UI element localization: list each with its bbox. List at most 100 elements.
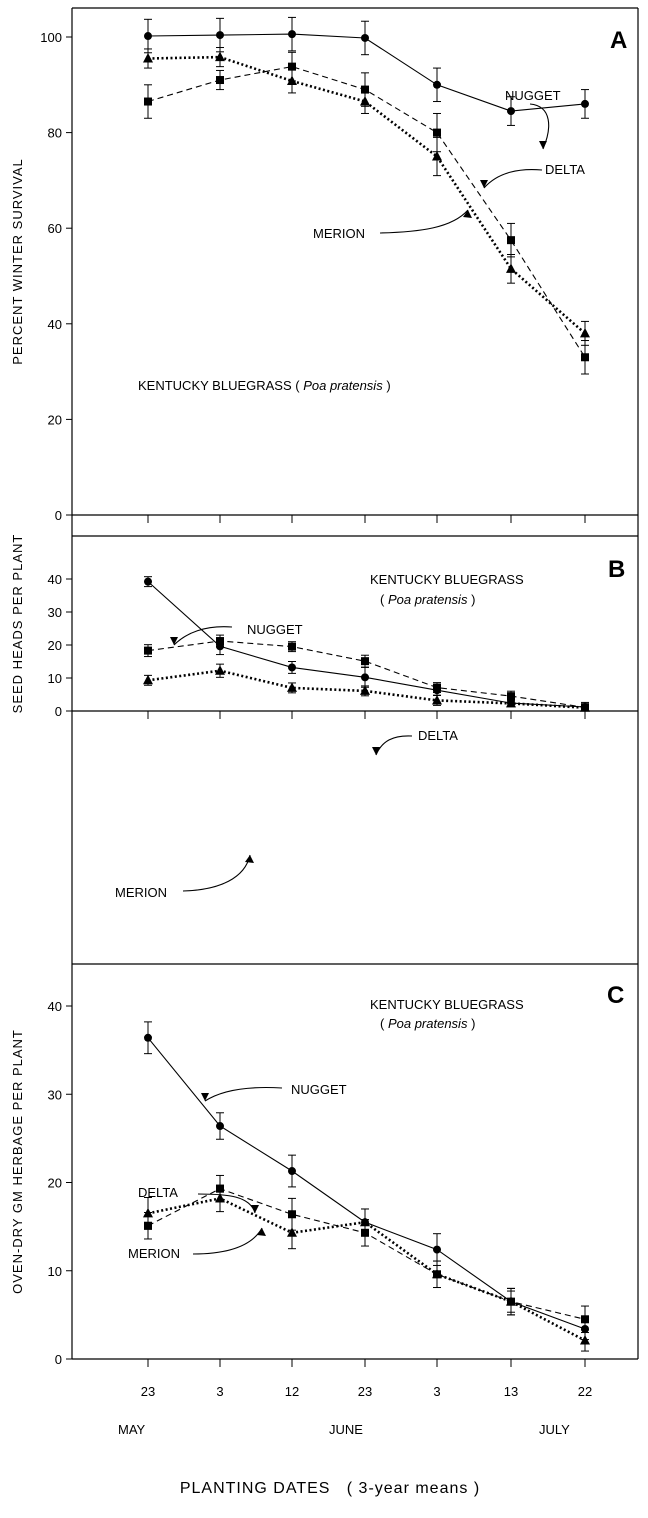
series-nugget xyxy=(144,1021,589,1341)
data-point-triangle xyxy=(215,1192,225,1203)
data-point-square xyxy=(288,1210,296,1219)
data-point-square xyxy=(433,683,441,692)
arrow-head xyxy=(480,180,488,188)
series-label: MERION xyxy=(313,226,365,241)
x-tick-label: 3 xyxy=(216,1384,223,1399)
caption-open: ( xyxy=(380,592,388,607)
x-axis-label: PLANTING DATES ( 3-year means ) xyxy=(180,1480,480,1497)
month-label: MAY xyxy=(118,1422,146,1437)
arrow-head xyxy=(170,637,178,645)
data-point-circle xyxy=(433,1245,441,1254)
caption-close: ) xyxy=(467,592,475,607)
x-tick-label: 22 xyxy=(578,1384,592,1399)
annotation-arrow xyxy=(375,735,413,756)
annotation-arrow xyxy=(182,854,251,892)
x-tick-label: 13 xyxy=(504,1384,518,1399)
data-point-triangle xyxy=(287,75,297,85)
y-tick-label: 40 xyxy=(48,999,62,1014)
data-point-circle xyxy=(288,1167,296,1176)
panel-caption: KENTUCKY BLUEGRASS xyxy=(370,572,524,587)
series-merion xyxy=(143,1184,590,1352)
data-point-square xyxy=(216,637,224,646)
data-point-triangle xyxy=(580,1334,590,1345)
y-axis-label: OVEN-DRY GM HERBAGE PER PLANT xyxy=(10,1029,25,1294)
data-point-triangle xyxy=(506,263,516,273)
caption-close: ) xyxy=(383,378,391,393)
data-point-triangle xyxy=(506,1296,516,1306)
data-point-triangle xyxy=(215,665,225,675)
data-point-triangle xyxy=(215,51,225,62)
panel-caption: KENTUCKY BLUEGRASS xyxy=(370,997,524,1012)
y-axis-label: PERCENT WINTER SURVIVAL xyxy=(10,158,25,364)
panel-a: 0 20 40 60 80 100 PERCENT WINTER SURVIVAL A KENT… xyxy=(10,7,638,523)
data-point-square xyxy=(216,76,224,85)
annotation-arrow xyxy=(197,1193,256,1214)
data-point-triangle xyxy=(580,702,590,712)
data-point-square xyxy=(507,236,515,245)
annotation-arrow xyxy=(204,1087,283,1102)
x-tick-label: 12 xyxy=(285,1384,299,1399)
series-label: MERION xyxy=(128,1246,180,1261)
y-tick-label: 0 xyxy=(55,508,62,523)
data-point-square xyxy=(288,62,296,71)
caption-close: ) xyxy=(467,1016,475,1031)
y-tick-label: 20 xyxy=(48,638,62,653)
data-point-triangle xyxy=(432,694,442,705)
series-label: NUGGET xyxy=(291,1082,347,1097)
arrow-head xyxy=(539,141,547,149)
series-label: DELTA xyxy=(418,728,458,743)
x-tick-label: 23 xyxy=(358,1384,372,1399)
annotation-arrow xyxy=(379,209,469,234)
y-tick-label: 0 xyxy=(55,1352,62,1367)
y-axis-label: SEED HEADS PER PLANT xyxy=(10,534,25,714)
annotation-arrow xyxy=(483,169,543,189)
data-point-triangle xyxy=(360,96,370,106)
y-tick-label: 40 xyxy=(48,572,62,587)
data-point-square xyxy=(361,657,369,666)
data-point-circle xyxy=(144,32,152,41)
data-point-square xyxy=(144,646,152,655)
y-tick-label: 80 xyxy=(48,126,62,141)
data-point-circle xyxy=(144,577,152,586)
data-point-triangle xyxy=(360,1216,370,1227)
data-point-circle xyxy=(288,663,296,672)
data-point-square xyxy=(433,128,441,137)
month-label: JUNE xyxy=(329,1422,363,1437)
series-line xyxy=(147,1188,586,1320)
data-point-circle xyxy=(361,33,369,42)
y-tick-label: 0 xyxy=(55,704,62,719)
data-point-triangle xyxy=(432,1268,442,1279)
data-point-circle xyxy=(581,99,589,108)
caption-species: Poa pratensis xyxy=(388,592,468,607)
data-point-square xyxy=(581,1315,589,1324)
series-nugget xyxy=(144,16,589,126)
arrow-head xyxy=(251,1205,259,1213)
caption-main: KENTUCKY BLUEGRASS ( xyxy=(138,378,303,393)
y-tick-label: 40 xyxy=(48,317,62,332)
panel-letter: C xyxy=(607,982,624,1009)
data-point-square xyxy=(288,642,296,651)
panel-letter: A xyxy=(610,27,627,54)
data-point-circle xyxy=(216,1122,224,1131)
caption-species: Poa pratensis xyxy=(388,1016,468,1031)
data-point-circle xyxy=(433,80,441,89)
series-line xyxy=(147,581,586,708)
data-point-triangle xyxy=(143,53,153,63)
panel-caption-species: ( Poa pratensis ) xyxy=(380,1016,475,1031)
series-merion xyxy=(143,663,590,712)
caption-open: ( xyxy=(380,1016,388,1031)
arrow-head xyxy=(463,210,472,218)
series-label: DELTA xyxy=(545,162,585,177)
series-label: DELTA xyxy=(138,1185,178,1200)
series-label: MERION xyxy=(115,885,167,900)
panel-c: 0 10 20 30 40 OVEN-DRY GM HERBAGE PER PLANT C K… xyxy=(10,963,638,1367)
data-point-circle xyxy=(144,1033,152,1042)
data-point-circle xyxy=(216,31,224,40)
series-merion xyxy=(143,47,590,346)
panel-caption-species: ( Poa pratensis ) xyxy=(380,592,475,607)
y-tick-label: 20 xyxy=(48,1176,62,1191)
month-label: JULY xyxy=(539,1422,570,1437)
data-point-circle xyxy=(288,30,296,39)
data-point-triangle xyxy=(287,682,297,692)
data-point-triangle xyxy=(580,327,590,338)
